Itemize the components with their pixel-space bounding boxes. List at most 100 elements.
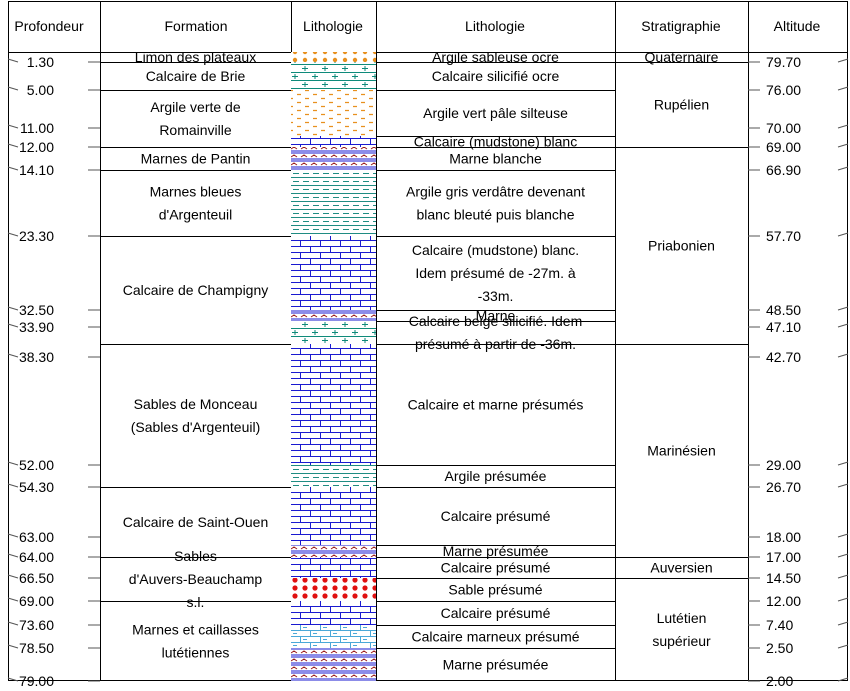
depth-label: 79.00 (19, 673, 54, 689)
altitude-tick (837, 58, 849, 63)
stage-label-line: Marinésien (647, 443, 715, 459)
lithology-bed (291, 465, 376, 487)
altitude-tick (837, 323, 849, 328)
depth-tick (7, 166, 19, 171)
altitude-label: 7.40 (766, 617, 793, 633)
lithology-bed (291, 62, 376, 90)
lithology-column (291, 52, 376, 681)
altitude-tick (837, 677, 849, 682)
altitude-label: 18.00 (766, 529, 801, 545)
altitude-label: 76.00 (766, 82, 801, 98)
altitude-tick (837, 553, 849, 558)
depth-label: 12.00 (19, 139, 54, 155)
depth-tick (7, 597, 19, 602)
lithology-description-line: blanc bleuté puis blanche (416, 207, 574, 223)
depth-tick (7, 86, 19, 91)
depth-label: 23.30 (19, 228, 54, 244)
depth-label: 14.10 (19, 162, 54, 178)
depth-tick (7, 533, 19, 538)
lithology-description-line: Calcaire présumé (441, 560, 551, 576)
lithology-description-line: Marne (476, 308, 516, 324)
depth-label: 66.50 (19, 570, 54, 586)
lithology-bed (291, 487, 376, 545)
depth-tick (7, 553, 19, 558)
formation-label-line: Marnes bleues (150, 184, 242, 200)
lithology-bed (291, 52, 376, 62)
lithology-description-line: Calcaire (mudstone) blanc. (412, 242, 579, 258)
lithology-description-line: Argile vert pâle silteuse (423, 105, 568, 121)
altitude-label: 66.90 (766, 162, 801, 178)
stage-label-line: supérieur (652, 633, 711, 649)
altitude-tick (837, 124, 849, 129)
depth-tick (7, 574, 19, 579)
depth-tick (7, 232, 19, 237)
depth-label: 69.00 (19, 593, 54, 609)
lithology-bed (291, 601, 376, 625)
formation-label-line: Limon des plateaux (135, 49, 256, 65)
lithology-bed (291, 344, 376, 465)
depth-tick (7, 353, 19, 358)
altitude-label: 14.50 (766, 570, 801, 586)
altitude-tick (837, 306, 849, 311)
depth-label: 5.00 (27, 82, 54, 98)
lithology-description-line: Calcaire silicifié ocre (432, 68, 560, 84)
lithology-bed (291, 147, 376, 170)
altitude-tick (837, 597, 849, 602)
depth-label: 78.50 (19, 640, 54, 656)
altitude-tick (837, 644, 849, 649)
stage-label-line: Lutétien (657, 610, 707, 626)
altitude-label: 2.00 (766, 673, 793, 689)
header-profondeur: Profondeur (14, 18, 84, 34)
lithology-bed (291, 136, 376, 147)
formation-label-line: (Sables d'Argenteuil) (131, 419, 261, 435)
lithology-description-line: Marne présumée (443, 657, 549, 673)
stage-label-line: Rupélien (654, 97, 709, 113)
altitude-label: 29.00 (766, 457, 801, 473)
depth-tick (7, 143, 19, 148)
formation-label-line: lutétiennes (162, 645, 230, 661)
altitude-label: 70.00 (766, 120, 801, 136)
formation-label-line: Calcaire de Brie (146, 68, 246, 84)
lithology-description-line: Calcaire et marne présumés (408, 397, 584, 413)
lithology-description-line: Argile sableuse ocre (432, 49, 559, 65)
stage-label-line: Priabonien (648, 238, 715, 254)
formation-label-line: Romainville (159, 122, 232, 138)
altitude-tick (837, 574, 849, 579)
altitude-tick (837, 621, 849, 626)
depth-label: 11.00 (20, 120, 54, 136)
stage-label-line: Auversien (650, 560, 712, 576)
stage-label-line: Quaternaire (645, 49, 719, 65)
header-formation: Formation (164, 18, 227, 34)
altitude-tick (837, 483, 849, 488)
lithology-bed (291, 321, 376, 344)
altitude-label: 57.70 (766, 228, 801, 244)
outer-frame (8, 1, 848, 681)
formation-label-line: Calcaire de Saint-Ouen (123, 514, 269, 530)
altitude-tick (837, 166, 849, 171)
lithology-bed (291, 170, 376, 236)
altitude-tick (837, 143, 849, 148)
altitude-column: 79.70 76.00 70.00 69.00 66.90 57.70 48.5047.10… (748, 54, 849, 689)
depth-label: 64.00 (19, 549, 54, 565)
depth-tick (7, 306, 19, 311)
altitude-label: 47.10 (766, 319, 801, 335)
lithology-bed (291, 557, 376, 578)
lithology-description-line: Calcaire présumé (441, 605, 551, 621)
header-lithologie-graphic: Lithologie (303, 18, 363, 34)
depth-tick (7, 644, 19, 649)
altitude-label: 69.00 (766, 139, 801, 155)
lithology-bed (291, 648, 376, 681)
depth-label: 33.90 (19, 319, 54, 335)
lithology-description-line: Calcaire présumé (441, 508, 551, 524)
altitude-label: 2.50 (766, 640, 793, 656)
formation-column: Limon des plateaux Calcaire de Brie Argile… (123, 49, 269, 661)
depth-label: 52.00 (19, 457, 54, 473)
lithology-bed (291, 625, 376, 648)
formation-label-line: Marnes de Pantin (141, 151, 251, 167)
lithology-description-line: Idem présumé de -27m. à (415, 265, 576, 281)
depth-label: 38.30 (19, 349, 54, 365)
formation-label-line: d'Argenteuil (159, 207, 233, 223)
depth-label: 54.30 (19, 479, 54, 495)
